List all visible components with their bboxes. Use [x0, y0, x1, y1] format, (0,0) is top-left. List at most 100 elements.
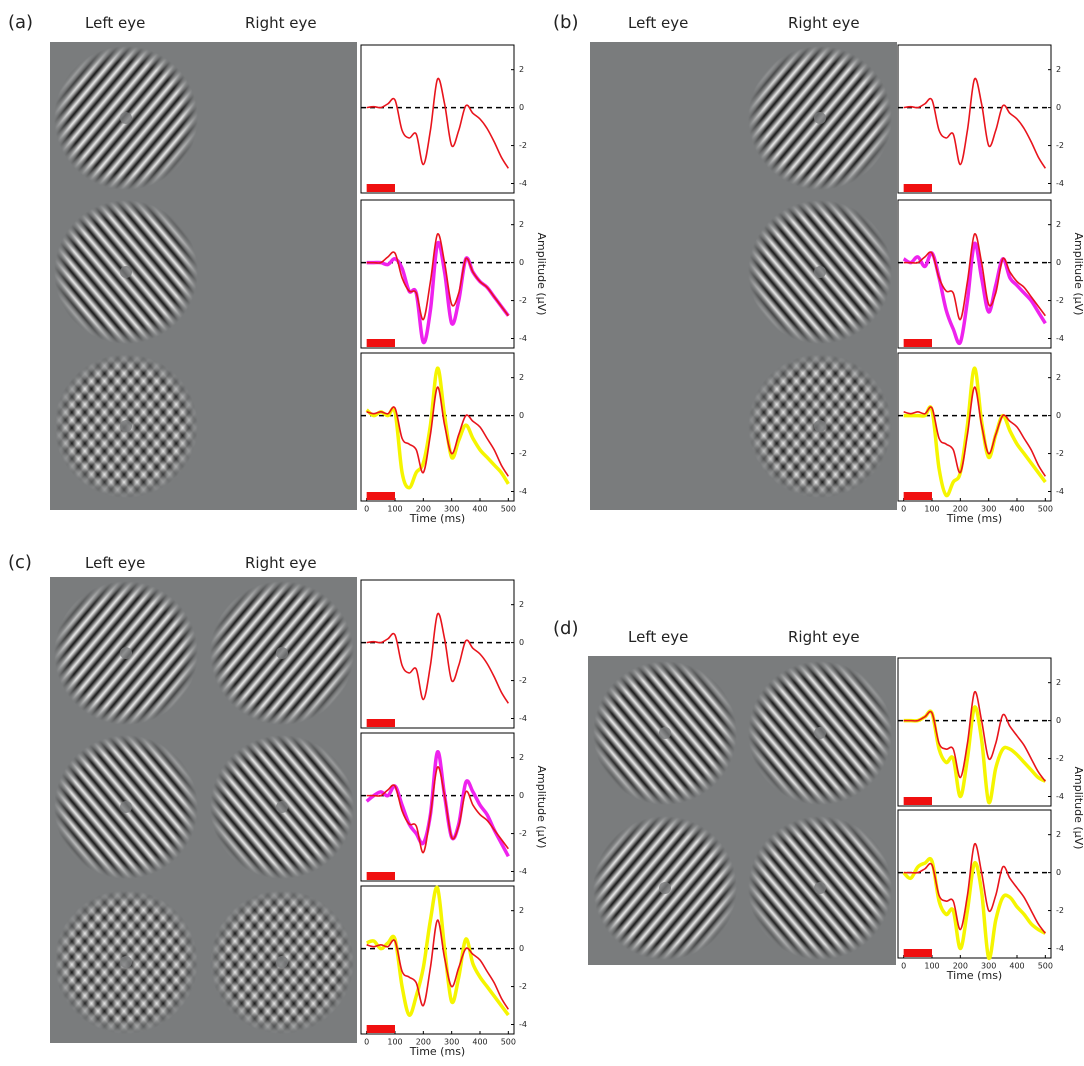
x-tick-label: 200: [953, 962, 968, 971]
x-tick-label: 500: [1038, 505, 1053, 514]
waveform: [366, 233, 509, 321]
plot-area: [897, 44, 1052, 194]
y-tick-label: -2: [1056, 296, 1064, 305]
x-tick-label: 300: [444, 505, 459, 514]
y-tick-label: 0: [1056, 258, 1061, 267]
y-tick-label: -4: [519, 179, 527, 188]
x-tick-label: 400: [472, 1038, 487, 1047]
fixation: [276, 647, 288, 659]
stimulus-bar: [366, 719, 395, 727]
fixation: [120, 801, 132, 813]
plot-area: [360, 199, 515, 349]
y-tick-label: 0: [519, 944, 524, 953]
waveform: [366, 919, 510, 1010]
y-tick-label: 0: [519, 638, 524, 647]
waveform: [902, 241, 1047, 346]
y-tick-label: 0: [519, 258, 524, 267]
y-tick-label: -2: [519, 296, 527, 305]
y-tick-label: 2: [1056, 830, 1061, 839]
y-tick-label: 0: [1056, 716, 1061, 725]
right-eye-label: Right eye: [245, 554, 317, 572]
y-tick-label: -4: [519, 867, 527, 876]
fixation: [120, 266, 132, 278]
fixation: [120, 956, 132, 968]
y-tick-label: 2: [519, 753, 524, 762]
x-axis-label: Time (ms): [946, 969, 1002, 982]
stimulus-bar: [366, 872, 395, 880]
y-tick-label: 2: [519, 65, 524, 74]
stimulus-bar: [903, 949, 932, 957]
fixation: [814, 727, 826, 739]
x-tick-label: 400: [472, 505, 487, 514]
left-eye-label: Left eye: [628, 14, 688, 32]
fixation: [276, 956, 288, 968]
left-eye-label: Left eye: [85, 554, 145, 572]
panel-label: (d): [553, 618, 578, 639]
x-tick-label: 500: [501, 505, 516, 514]
x-tick-label: 300: [981, 962, 996, 971]
plot-area: [360, 579, 515, 729]
y-tick-label: -2: [519, 449, 527, 458]
x-tick-label: 200: [416, 1038, 431, 1047]
y-tick-label: -4: [1056, 487, 1064, 496]
panel-label: (a): [8, 12, 33, 33]
waveform: [903, 233, 1046, 321]
x-tick-label: 400: [1009, 505, 1024, 514]
y-axis-label: Amplitude (µV): [1072, 767, 1084, 850]
plot-area: [897, 199, 1052, 349]
fixation: [814, 266, 826, 278]
waveform: [366, 612, 510, 704]
fixation: [276, 801, 288, 813]
x-tick-label: 100: [924, 505, 939, 514]
x-tick-label: 0: [901, 505, 906, 514]
panel-label: (c): [8, 552, 32, 573]
left-eye-label: Left eye: [628, 628, 688, 646]
fixation: [120, 647, 132, 659]
waveform: [902, 856, 1047, 960]
stimulus-bar: [903, 797, 932, 805]
y-tick-label: 2: [1056, 373, 1061, 382]
y-tick-label: 2: [519, 600, 524, 609]
x-tick-label: 200: [416, 505, 431, 514]
y-tick-label: 0: [519, 411, 524, 420]
y-tick-label: 2: [519, 373, 524, 382]
waveform: [365, 366, 510, 490]
y-tick-label: -2: [1056, 906, 1064, 915]
waveform: [366, 386, 510, 477]
y-tick-label: -4: [1056, 792, 1064, 801]
plot-area: [360, 44, 515, 194]
x-tick-label: 100: [924, 962, 939, 971]
stimulus-bar: [903, 184, 932, 192]
stimulus-bar: [366, 184, 395, 192]
x-tick-label: 300: [444, 1038, 459, 1047]
x-axis-label: Time (ms): [946, 512, 1002, 525]
waveform: [365, 750, 510, 858]
y-tick-label: 0: [1056, 411, 1061, 420]
y-tick-label: -2: [519, 982, 527, 991]
fixation: [814, 420, 826, 432]
y-tick-label: -4: [519, 334, 527, 343]
stimulus-bar: [366, 339, 395, 347]
waveform: [903, 843, 1046, 934]
fixation: [659, 882, 671, 894]
waveform: [366, 766, 509, 854]
y-tick-label: 0: [519, 103, 524, 112]
y-tick-label: 2: [1056, 65, 1061, 74]
right-eye-label: Right eye: [788, 14, 860, 32]
y-tick-label: -4: [1056, 334, 1064, 343]
fixation: [659, 727, 671, 739]
y-tick-label: 2: [519, 220, 524, 229]
x-tick-label: 400: [1009, 962, 1024, 971]
x-tick-label: 300: [981, 505, 996, 514]
y-tick-label: 0: [1056, 868, 1061, 877]
y-axis-label: Amplitude (µV): [535, 233, 548, 316]
left-eye-label: Left eye: [85, 14, 145, 32]
x-tick-label: 500: [501, 1038, 516, 1047]
y-tick-label: 2: [1056, 220, 1061, 229]
fixation: [814, 882, 826, 894]
x-tick-label: 200: [953, 505, 968, 514]
waveform: [903, 77, 1047, 169]
